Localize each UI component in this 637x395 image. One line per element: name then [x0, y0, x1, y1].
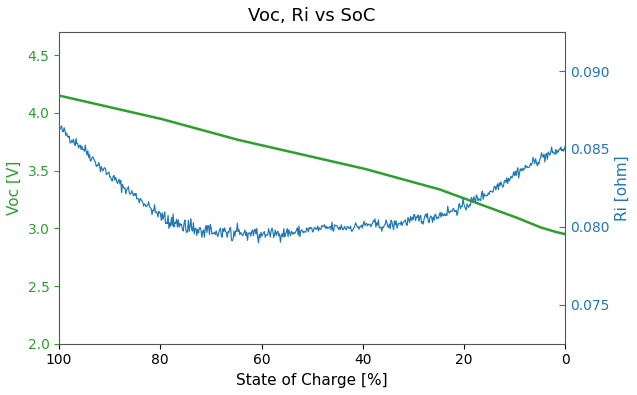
Title: Voc, Ri vs SoC: Voc, Ri vs SoC [248, 7, 376, 25]
Y-axis label: Ri [ohm]: Ri [ohm] [615, 155, 630, 221]
X-axis label: State of Charge [%]: State of Charge [%] [236, 373, 388, 388]
Y-axis label: Voc [V]: Voc [V] [7, 161, 22, 215]
